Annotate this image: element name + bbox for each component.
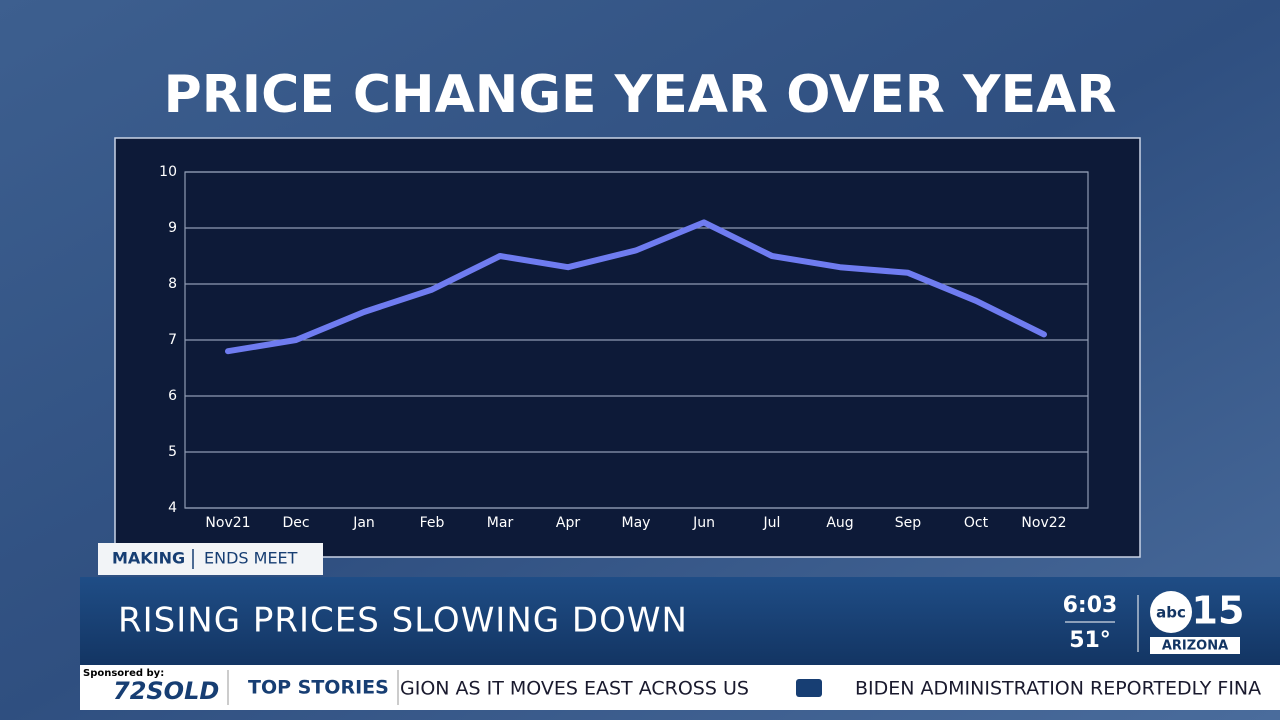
x-tick-label: Apr <box>556 515 580 531</box>
x-tick-label: Nov22 <box>1021 515 1066 531</box>
logo-region: ARIZONA <box>1162 639 1228 654</box>
x-tick-label: Aug <box>826 515 853 531</box>
x-tick-label: Jan <box>352 515 375 531</box>
ticker-item: GION AS IT MOVES EAST ACROSS US <box>400 678 749 700</box>
tag: ENDS MEET <box>204 549 298 568</box>
logo-region-box <box>1150 637 1240 654</box>
line <box>225 219 1047 355</box>
tag-box <box>98 543 323 575</box>
y-tick-label: 7 <box>168 332 177 348</box>
x-tick-label: Oct <box>964 515 989 531</box>
x-tick-label: May <box>622 515 651 531</box>
chart-panel <box>114 137 1141 558</box>
x-tick-label: Sep <box>895 515 922 531</box>
y-tick-label: 4 <box>168 500 177 516</box>
plot-frame <box>184 171 1089 509</box>
ticker <box>80 665 1280 710</box>
logo-circle <box>1150 591 1192 633</box>
x-tick-label: Mar <box>487 515 514 531</box>
chart: 4 5 6 7 8 9 10 Nov21 Dec Jan Feb Mar Apr May Jun Jul Aug… <box>159 164 1089 531</box>
logo-network: abc <box>1156 604 1186 622</box>
x-tick-label: Jul <box>763 515 781 531</box>
sponsor-label: Sponsored by: <box>83 668 164 679</box>
time: 6:03 <box>1063 593 1118 618</box>
x-tick-label: Feb <box>420 515 445 531</box>
y-tick-label: 8 <box>168 276 177 292</box>
sponsor: 72SOLD <box>113 677 219 705</box>
x-tick-label: Nov21 <box>205 515 250 531</box>
y-tick-label: 5 <box>168 444 177 460</box>
y-tick-label: 10 <box>159 164 177 180</box>
x-tick-label: Jun <box>692 515 715 531</box>
headline-bar <box>80 577 1280 665</box>
chart-title: PRICE CHANGE YEAR OVER YEAR <box>164 65 1117 125</box>
headline: RISING PRICES SLOWING DOWN <box>118 601 688 641</box>
tag: MAKING <box>112 549 185 568</box>
temperature: 51° <box>1069 628 1111 653</box>
x-tick-label: Dec <box>282 515 309 531</box>
y-tick-label: 6 <box>168 388 177 404</box>
ticker-item: BIDEN ADMINISTRATION REPORTEDLY FINA <box>855 678 1261 700</box>
ticker-section: TOP STORIES <box>248 677 389 699</box>
logo-channel: 15 <box>1192 589 1245 633</box>
y-tick-label: 9 <box>168 220 177 236</box>
ticker-logo <box>796 679 822 697</box>
